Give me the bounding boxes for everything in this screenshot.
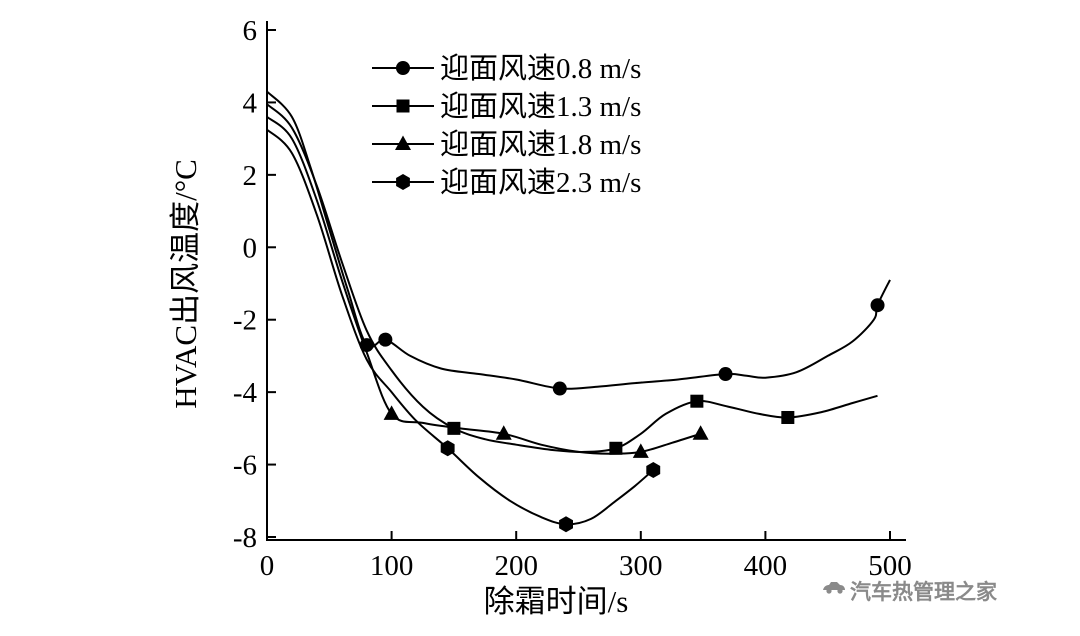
x-tick-label: 300 xyxy=(619,550,663,582)
x-tick-label: 200 xyxy=(494,550,538,582)
y-tick-label: 6 xyxy=(243,15,258,47)
series-2 xyxy=(266,116,709,458)
legend: 迎面风速0.8 m/s 迎面风速1.3 m/s 迎面风速1.8 m/s 迎面风速2.3… xyxy=(372,52,641,199)
y-tick-label: -4 xyxy=(233,377,258,409)
car-logo-icon xyxy=(823,582,845,594)
legend-item: 迎面风速1.8 m/s xyxy=(372,128,641,161)
legend-label: 迎面风速2.3 m/s xyxy=(440,166,641,199)
y-tick-label: -6 xyxy=(233,450,257,482)
data-point-marker xyxy=(396,174,410,190)
y-tick-label: 0 xyxy=(243,232,258,264)
data-point-marker xyxy=(378,332,393,347)
series-line xyxy=(266,103,878,453)
y-tick-label: -2 xyxy=(233,305,257,337)
legend-item: 迎面风速1.3 m/s xyxy=(372,90,641,123)
legend-label: 迎面风速1.3 m/s xyxy=(440,90,641,123)
data-point-marker xyxy=(552,381,567,396)
data-point-marker xyxy=(396,61,410,75)
x-axis-label: 除霜时间/s xyxy=(484,584,629,619)
series-line xyxy=(266,90,891,390)
x-tick-label: 400 xyxy=(744,550,788,582)
x-tick-label: 500 xyxy=(868,550,912,582)
watermark: 汽车热管理之家 xyxy=(823,580,998,604)
data-point-marker xyxy=(383,405,400,420)
legend-label: 迎面风速1.8 m/s xyxy=(440,128,641,161)
data-point-marker xyxy=(440,440,455,457)
legend-item: 迎面风速0.8 m/s xyxy=(372,52,641,85)
data-point-marker xyxy=(781,410,795,424)
data-point-marker xyxy=(632,443,649,458)
series-3 xyxy=(266,128,661,533)
y-tick-label: -8 xyxy=(233,522,257,554)
y-axis-label: HVAC出风温度/°C xyxy=(168,159,203,409)
data-point-marker xyxy=(692,425,709,440)
y-tick-label: 4 xyxy=(243,87,258,119)
data-point-marker xyxy=(395,135,411,150)
data-point-marker xyxy=(718,367,733,382)
series-line xyxy=(266,116,701,455)
data-point-marker xyxy=(646,462,661,478)
x-tick-label: 0 xyxy=(260,550,275,582)
data-point-marker xyxy=(396,99,410,113)
data-point-marker xyxy=(495,425,512,440)
data-point-marker xyxy=(559,516,573,533)
legend-item: 迎面风速2.3 m/s xyxy=(372,166,641,199)
legend-label: 迎面风速0.8 m/s xyxy=(440,52,641,85)
y-tick-label: 2 xyxy=(243,160,258,192)
series-line xyxy=(266,128,654,526)
data-point-marker xyxy=(609,441,623,455)
data-point-marker xyxy=(690,394,704,408)
watermark-text: 汽车热管理之家 xyxy=(850,580,998,604)
data-point-marker xyxy=(870,298,885,313)
x-tick-label: 100 xyxy=(370,550,414,582)
